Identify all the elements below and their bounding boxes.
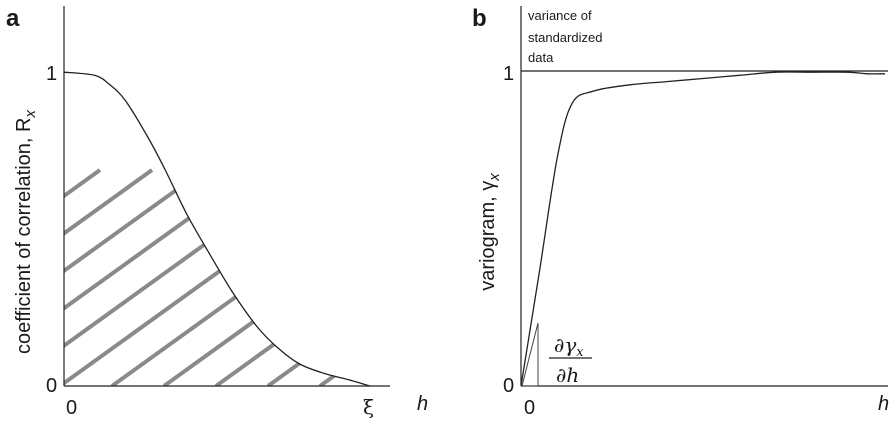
panel-b-y-tick-0: 0 (503, 375, 514, 397)
panel-b: b variance of standardized data 1 0 0 h … (472, 5, 889, 419)
panel-b-y-axis-label-main: variogram, γ (477, 181, 499, 291)
hatch-line (64, 168, 258, 386)
slope-annotation: ∂γx ∂h (549, 333, 592, 387)
variance-label-line-2: standardized (528, 30, 602, 45)
panel-a-label: a (6, 5, 20, 32)
hatch-line (372, 170, 672, 386)
panel-a-y-axis-label-subscript: x (22, 110, 39, 119)
panel-b-x-axis-label: h (878, 393, 889, 415)
slope-numerator-main: ∂γ (554, 333, 576, 357)
hatch-line (64, 168, 206, 386)
panel-b-variogram-curve (520, 71, 886, 387)
hatch-line (266, 168, 371, 386)
hatch-line (64, 168, 154, 386)
panel-a-y-tick-1: 1 (46, 63, 57, 85)
panel-a-x-axis-label: h (417, 393, 428, 415)
slope-numerator: ∂γx (554, 333, 584, 360)
panel-a: a 1 0 0 ξ h coefficient of correlation, … (6, 5, 672, 419)
panel-b-x-tick-0: 0 (524, 397, 535, 419)
panel-a-x-tick-xi: ξ (363, 395, 374, 419)
panel-a-y-axis-label: coefficient of correlation, Rx (13, 110, 39, 354)
panel-a-y-axis-label-main: coefficient of correlation, R (13, 118, 35, 354)
panel-a-y-tick-0: 0 (46, 375, 57, 397)
slope-numerator-subscript: x (576, 345, 584, 360)
variance-label-line-3: data (528, 50, 554, 65)
panel-b-label: b (472, 5, 487, 32)
panel-a-hatch (64, 168, 672, 386)
variance-label-line-1: variance of (528, 8, 592, 23)
slope-triangle (521, 322, 539, 387)
slope-denominator: ∂h (556, 363, 579, 387)
panel-b-y-axis-label-subscript: x (486, 173, 503, 182)
panel-b-variance-label: variance of standardized data (528, 8, 606, 65)
panel-a-correlation-curve (63, 71, 371, 387)
panel-b-y-tick-1: 1 (503, 63, 514, 85)
panel-b-y-axis-label: variogram, γx (477, 173, 503, 291)
panel-a-x-tick-0: 0 (66, 397, 77, 419)
hatch-line (214, 168, 371, 386)
